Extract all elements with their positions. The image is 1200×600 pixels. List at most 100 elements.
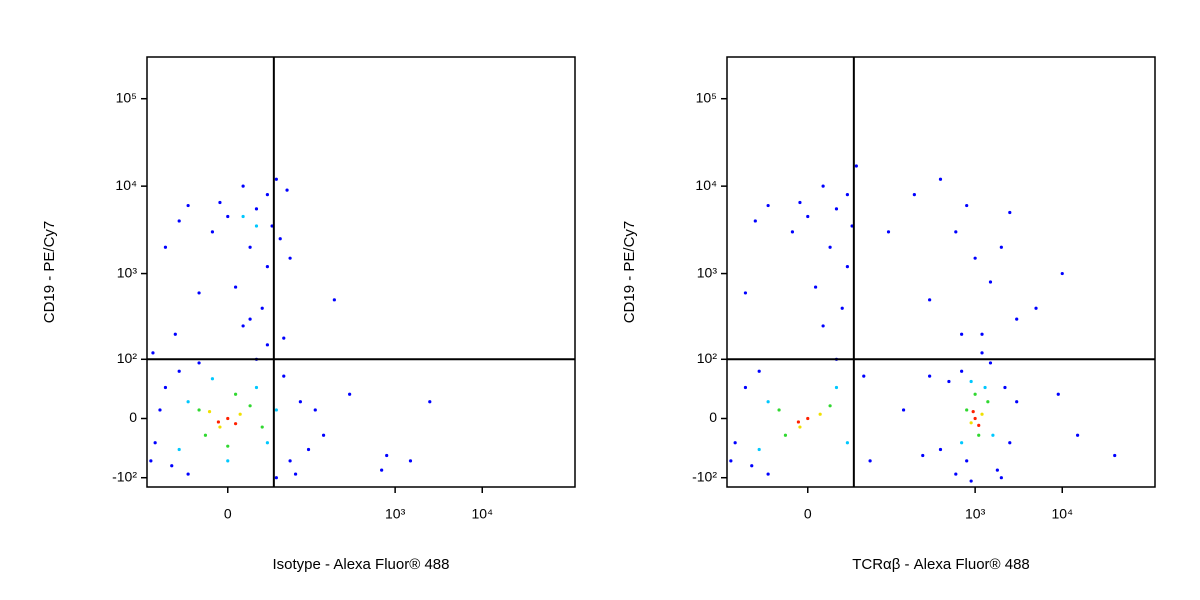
event-dot xyxy=(274,408,278,412)
event-dot xyxy=(886,230,891,234)
event-dot xyxy=(241,184,245,188)
event-dot xyxy=(197,361,201,365)
event-dot xyxy=(321,433,326,437)
event-dot xyxy=(177,447,181,452)
y-tick-label: 0 xyxy=(709,409,717,425)
event-dot xyxy=(806,416,810,421)
event-dot xyxy=(226,416,230,421)
event-dot xyxy=(743,385,748,390)
event-dot xyxy=(163,385,168,390)
event-dot xyxy=(173,332,177,336)
x-tick-label: 0 xyxy=(224,506,232,522)
event-dot xyxy=(1015,317,1019,321)
event-dot xyxy=(149,459,153,463)
event-dot xyxy=(986,400,990,404)
x-tick-label: 10³ xyxy=(965,506,986,522)
event-dot xyxy=(210,230,215,234)
event-dot xyxy=(248,404,252,408)
event-dot xyxy=(834,207,839,211)
event-dot xyxy=(170,464,174,468)
event-dot xyxy=(1034,306,1038,310)
event-dot xyxy=(983,385,987,390)
event-dot xyxy=(938,447,943,452)
event-dot xyxy=(973,256,977,260)
y-tick-label: 10³ xyxy=(117,264,138,280)
event-dot xyxy=(1008,210,1012,215)
event-dot xyxy=(777,408,781,412)
event-dot xyxy=(868,459,872,463)
event-dot xyxy=(226,214,230,219)
event-dot xyxy=(928,374,932,378)
event-dot xyxy=(293,472,298,476)
event-dot xyxy=(226,444,230,448)
y-axis-label: CD19 - PE/Cy7 xyxy=(41,221,58,324)
event-dot xyxy=(177,369,181,373)
event-dot xyxy=(766,203,770,208)
y-tick-label: -10² xyxy=(692,468,717,484)
event-dot xyxy=(197,408,201,412)
event-dot xyxy=(163,245,168,249)
event-dot xyxy=(947,379,951,384)
event-dot xyxy=(282,374,286,378)
event-dot xyxy=(306,447,311,452)
event-dot xyxy=(332,298,336,302)
event-dot xyxy=(241,214,245,219)
event-dot xyxy=(965,408,969,412)
event-dot xyxy=(790,230,795,234)
event-dot xyxy=(840,306,844,310)
event-dot xyxy=(965,459,969,463)
event-dot xyxy=(265,265,270,269)
plot-frame xyxy=(146,56,576,488)
event-dot xyxy=(954,230,958,234)
event-dot xyxy=(1056,392,1060,396)
event-dot xyxy=(821,184,825,188)
event-dot xyxy=(971,410,975,414)
event-dot xyxy=(241,324,245,328)
event-dot xyxy=(999,245,1003,249)
event-dot xyxy=(834,385,839,390)
event-dot xyxy=(298,400,302,404)
event-dot xyxy=(313,408,317,412)
event-dot xyxy=(348,392,352,396)
event-dot xyxy=(203,433,208,437)
event-dot xyxy=(408,459,413,463)
event-dot xyxy=(1060,271,1064,276)
event-dot xyxy=(960,369,964,373)
event-dot xyxy=(969,479,973,483)
event-dot xyxy=(845,193,850,197)
event-dot xyxy=(743,291,748,295)
event-dot xyxy=(862,374,866,378)
event-dot xyxy=(254,224,259,228)
event-dot xyxy=(798,425,802,429)
y-tick-label: 10² xyxy=(697,350,718,366)
event-dot xyxy=(845,441,850,445)
x-tick-label: 10³ xyxy=(385,506,406,522)
event-dot xyxy=(798,200,802,205)
event-dot xyxy=(428,400,432,404)
event-dot xyxy=(813,285,818,289)
event-dot xyxy=(988,361,993,365)
event-dot xyxy=(233,422,238,426)
event-dot xyxy=(233,392,238,396)
event-dot xyxy=(248,317,252,321)
y-tick-label: 0 xyxy=(129,409,137,425)
event-dot xyxy=(380,468,384,472)
event-dot xyxy=(960,441,964,445)
y-tick-label: 10⁵ xyxy=(116,89,137,105)
event-dot xyxy=(928,298,932,302)
event-dot xyxy=(218,425,222,429)
event-dot xyxy=(282,336,286,340)
x-tick-label: 10⁴ xyxy=(471,506,493,522)
event-dot xyxy=(766,400,770,404)
y-tick-label: 10⁴ xyxy=(115,177,137,193)
event-dot xyxy=(238,412,242,416)
event-dot xyxy=(288,459,292,463)
event-dot xyxy=(385,453,389,458)
event-dot xyxy=(854,164,858,168)
event-dot xyxy=(278,237,282,241)
event-dot xyxy=(828,245,832,249)
event-dot xyxy=(954,472,958,476)
event-dot xyxy=(265,343,270,347)
event-dot xyxy=(254,207,259,211)
